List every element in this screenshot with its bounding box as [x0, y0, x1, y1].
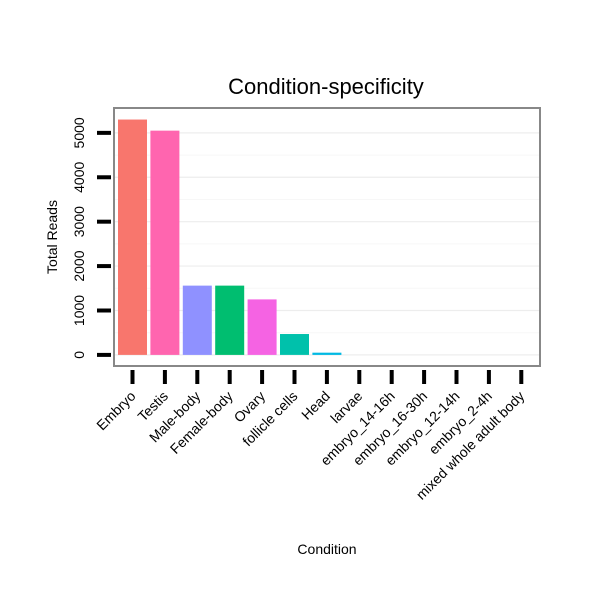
x-tick-label: Head	[298, 388, 333, 423]
y-tick-label: 1000	[71, 295, 87, 326]
y-axis: 0 1000 2000 3000 4000 5000	[71, 117, 111, 359]
y-axis-label: Total Reads	[44, 200, 60, 274]
x-axis-label: Condition	[297, 541, 356, 557]
y-tick-label: 5000	[71, 117, 87, 148]
y-tick-label: 3000	[71, 206, 87, 237]
y-tick-label: 0	[71, 351, 87, 359]
y-tick-label: 4000	[71, 161, 87, 192]
bar-follicle-cells	[280, 334, 309, 355]
bars	[118, 119, 342, 355]
bar-ovary	[247, 299, 277, 355]
x-axis: EmbryoTestisMale-bodyFemale-bodyOvaryfol…	[93, 370, 527, 503]
bar-female-body	[215, 285, 245, 355]
chart-title: Condition-specificity	[228, 74, 424, 99]
y-tick-label: 2000	[71, 250, 87, 281]
bar-head	[312, 352, 342, 355]
x-tick-label: Embryo	[93, 388, 139, 434]
bar-embryo	[118, 119, 147, 355]
bar-testis	[150, 130, 180, 355]
bar-male-body	[182, 285, 212, 355]
